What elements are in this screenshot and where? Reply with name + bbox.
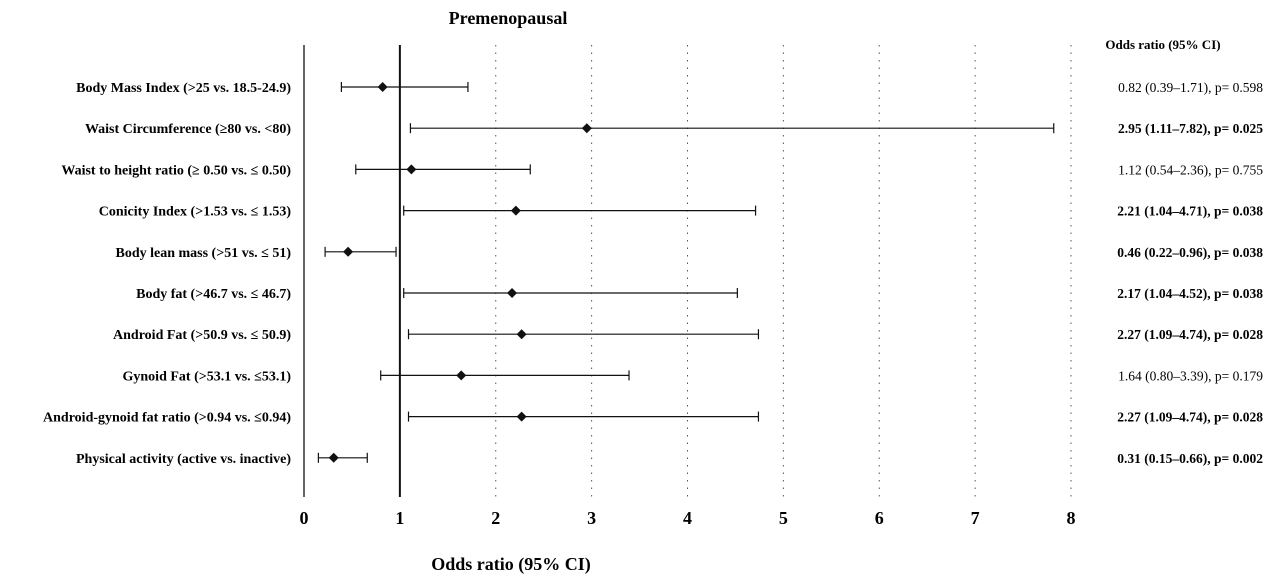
row-label: Body lean mass (>51 vs. ≤ 51) <box>115 246 291 261</box>
forest-row: Android-gynoid fat ratio (>0.94 vs. ≤0.9… <box>43 410 1263 426</box>
forest-row: Android Fat (>50.9 vs. ≤ 50.9) 2.27 (1.09… <box>113 327 1263 343</box>
gridlines <box>495 45 1072 497</box>
x-tick-label: 0 <box>300 508 309 528</box>
row-label: Waist to height ratio (≥ 0.50 vs. ≤ 0.50… <box>61 163 291 178</box>
or-point-marker <box>456 370 467 381</box>
x-tick-label: 1 <box>395 508 404 528</box>
or-value-text: 2.27 (1.09–4.74), p= 0.028 <box>1117 410 1263 425</box>
or-point-marker <box>343 246 354 257</box>
forest-row: Conicity Index (>1.53 vs. ≤ 1.53) 2.21 (1… <box>99 204 1263 220</box>
or-point-marker <box>406 164 417 175</box>
or-column-header: Odds ratio (95% CI) <box>1105 37 1220 52</box>
or-value-text: 2.95 (1.11–7.82), p= 0.025 <box>1118 121 1263 136</box>
row-label: Body Mass Index (>25 vs. 18.5-24.9) <box>76 81 291 96</box>
or-value-text: 2.17 (1.04–4.52), p= 0.038 <box>1117 286 1263 301</box>
or-point-marker <box>507 288 518 298</box>
forest-row: Body Mass Index (>25 vs. 18.5-24.9) 0.82 … <box>76 80 1263 96</box>
forest-row: Waist Circumference (≥80 vs. <80) 2.95 (1… <box>85 121 1263 137</box>
x-tick-label: 7 <box>971 508 980 528</box>
or-point-marker <box>328 452 339 463</box>
x-tick-label: 5 <box>779 508 788 528</box>
x-tick-label: 6 <box>875 508 884 528</box>
or-point-marker <box>377 82 388 92</box>
row-label: Android-gynoid fat ratio (>0.94 vs. ≤0.9… <box>43 411 291 426</box>
forest-row: Waist to height ratio (≥ 0.50 vs. ≤ 0.50… <box>61 162 1263 178</box>
row-label: Conicity Index (>1.53 vs. ≤ 1.53) <box>99 205 292 220</box>
row-label: Gynoid Fat (>53.1 vs. ≤53.1) <box>123 369 292 384</box>
or-value-text: 2.27 (1.09–4.74), p= 0.028 <box>1117 327 1263 342</box>
forest-row: Body fat (>46.7 vs. ≤ 46.7) 2.17 (1.04–4.… <box>136 286 1263 302</box>
or-point-marker <box>510 205 521 216</box>
row-label: Android Fat (>50.9 vs. ≤ 50.9) <box>113 328 291 343</box>
forest-row: Physical activity (active vs. inactive) 0… <box>76 451 1263 467</box>
or-point-marker <box>516 329 527 340</box>
chart-title: Premenopausal <box>449 8 568 28</box>
x-tick-labels: 0 1 2 3 4 5 6 7 8 <box>300 508 1076 528</box>
or-value-text: 1.12 (0.54–2.36), p= 0.755 <box>1118 162 1263 177</box>
forest-row: Gynoid Fat (>53.1 vs. ≤53.1) 1.64 (0.80–3… <box>123 368 1264 384</box>
row-label: Waist Circumference (≥80 vs. <80) <box>85 122 291 137</box>
or-point-marker <box>516 411 527 422</box>
x-tick-label: 3 <box>587 508 596 528</box>
forest-row: Body lean mass (>51 vs. ≤ 51) 0.46 (0.22–… <box>115 245 1263 261</box>
row-label: Body fat (>46.7 vs. ≤ 46.7) <box>136 287 291 302</box>
or-value-text: 0.46 (0.22–0.96), p= 0.038 <box>1117 245 1263 260</box>
or-value-text: 1.64 (0.80–3.39), p= 0.179 <box>1118 368 1263 383</box>
x-tick-label: 2 <box>491 508 500 528</box>
rows: Body Mass Index (>25 vs. 18.5-24.9) 0.82 … <box>43 80 1263 467</box>
row-label: Physical activity (active vs. inactive) <box>76 452 291 467</box>
or-value-text: 0.82 (0.39–1.71), p= 0.598 <box>1118 80 1263 95</box>
or-value-text: 2.21 (1.04–4.71), p= 0.038 <box>1117 204 1263 219</box>
x-axis-label: Odds ratio (95% CI) <box>431 554 591 575</box>
x-tick-label: 8 <box>1067 508 1076 528</box>
or-value-text: 0.31 (0.15–0.66), p= 0.002 <box>1117 451 1263 466</box>
x-tick-label: 4 <box>683 508 692 528</box>
or-point-marker <box>581 123 592 134</box>
